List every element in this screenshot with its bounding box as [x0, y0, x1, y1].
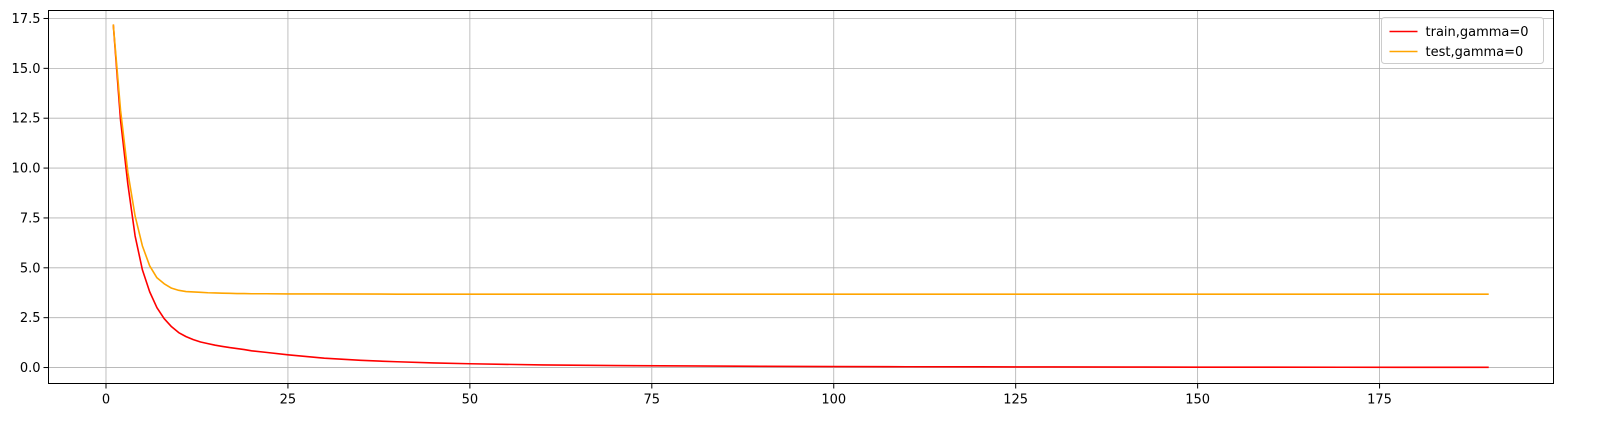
y-tick-label: 0.0: [20, 361, 41, 376]
legend: train,gamma=0 test,gamma=0: [1381, 17, 1544, 64]
y-tick-label: 12.5: [12, 112, 41, 127]
y-tick-label: 5.0: [20, 261, 41, 276]
y-tick-label: 10.0: [12, 162, 41, 177]
y-tick-label: 7.5: [20, 211, 41, 226]
x-tick-label: 75: [644, 393, 661, 408]
x-tick-label: 0: [102, 393, 110, 408]
series-line-1: [112, 24, 1489, 295]
y-tick-label: 17.5: [12, 12, 41, 27]
x-tick-label: 100: [821, 393, 846, 408]
x-tick-label: 125: [1003, 393, 1028, 408]
y-tick-label: 15.0: [12, 62, 41, 77]
plot-frame: [48, 10, 1554, 384]
legend-label: train,gamma=0: [1426, 25, 1529, 40]
x-axis: 0 25 50 75 100 125 150 175: [102, 383, 1392, 408]
grid: [48, 10, 1554, 384]
series-line-0: [112, 24, 1489, 369]
series-lines: [112, 24, 1489, 369]
legend-box: [1381, 17, 1544, 64]
x-tick-label: 25: [280, 393, 297, 408]
legend-label: test,gamma=0: [1426, 45, 1524, 60]
x-tick-label: 50: [462, 393, 479, 408]
x-tick-label: 150: [1185, 393, 1210, 408]
x-tick-label: 175: [1367, 393, 1392, 408]
y-tick-label: 2.5: [20, 311, 41, 326]
y-axis: 0.0 2.5 5.0 7.5 10.0 12.5 15.0 17.5: [12, 12, 49, 376]
